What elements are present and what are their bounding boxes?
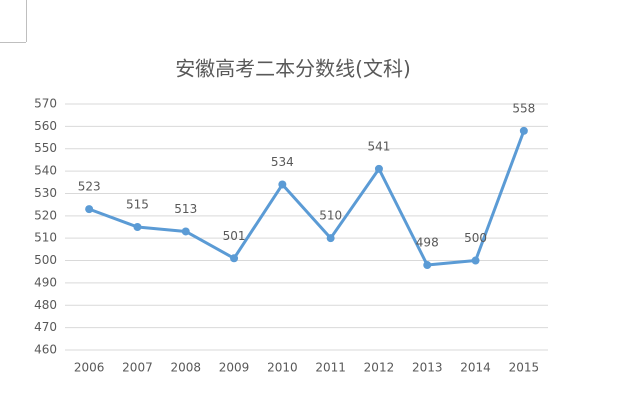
marker <box>181 227 190 236</box>
x-tick-label: 2009 <box>219 361 250 375</box>
data-label: 523 <box>78 180 101 194</box>
y-tick-label: 480 <box>34 298 57 312</box>
data-label: 513 <box>174 202 197 216</box>
y-tick-label: 460 <box>34 343 57 357</box>
data-label: 500 <box>464 231 487 245</box>
x-tick-label: 2012 <box>364 361 395 375</box>
marker <box>519 126 528 135</box>
data-label: 510 <box>319 209 342 223</box>
data-label: 498 <box>416 236 439 250</box>
marker <box>85 205 94 214</box>
marker <box>133 223 142 231</box>
y-tick-label: 520 <box>34 208 57 222</box>
marker <box>471 256 480 265</box>
chart-title: 安徽高考二本分数线(文科) <box>175 57 411 81</box>
y-tick-label: 510 <box>34 231 57 245</box>
y-tick-label: 570 <box>34 97 57 111</box>
y-tick-label: 560 <box>34 119 57 133</box>
x-tick-label: 2011 <box>315 361 346 375</box>
line <box>88 130 526 267</box>
x-tick-label: 2010 <box>267 361 298 375</box>
x-tick-label: 2014 <box>460 361 491 375</box>
y-tick-label: 550 <box>34 141 57 155</box>
marker <box>230 254 239 263</box>
data-label: 541 <box>367 139 390 153</box>
x-tick-label: 2006 <box>74 361 105 375</box>
marker <box>326 234 335 243</box>
y-tick-label: 500 <box>34 253 57 267</box>
x-tick-label: 2013 <box>412 361 443 375</box>
y-tick-label: 530 <box>34 186 57 200</box>
marker <box>374 164 383 173</box>
marker <box>278 180 287 189</box>
x-tick-label: 2015 <box>509 361 540 375</box>
y-tick-label: 490 <box>34 275 57 289</box>
y-tick-label: 470 <box>34 320 57 334</box>
data-label: 558 <box>512 101 535 115</box>
data-label: 534 <box>271 155 294 169</box>
data-label: 515 <box>126 198 149 212</box>
x-tick-label: 2007 <box>122 361 153 375</box>
x-tick-label: 2008 <box>170 361 201 375</box>
marker <box>423 261 432 270</box>
y-tick-label: 540 <box>34 164 57 178</box>
data-label: 501 <box>223 229 246 243</box>
